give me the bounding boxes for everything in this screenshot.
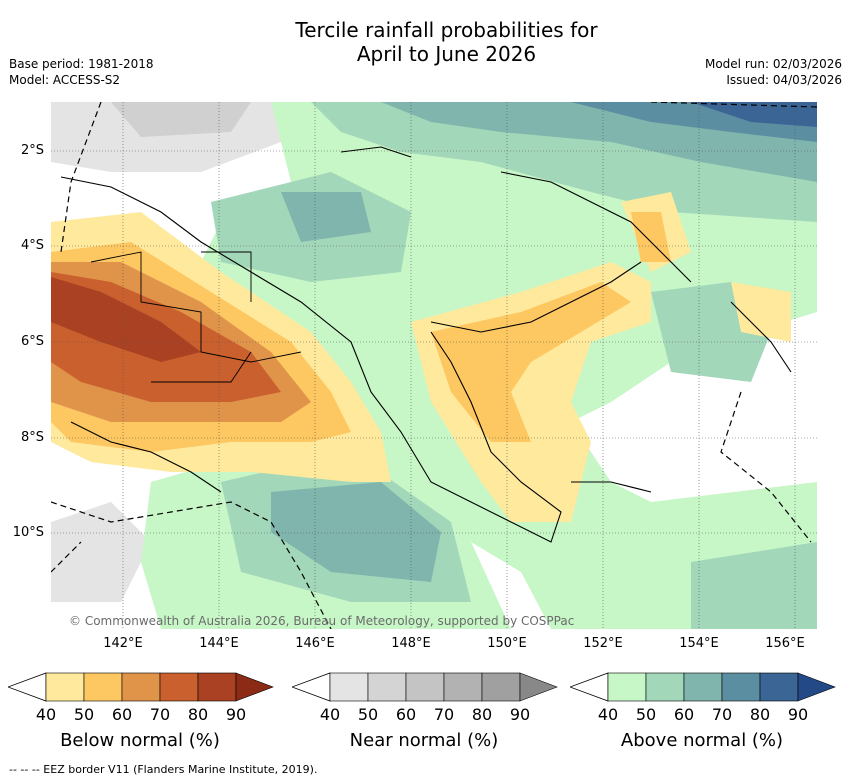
colorbar-segment [121, 672, 161, 702]
province-borders [90, 251, 302, 383]
lon-label: 154°E [679, 636, 719, 651]
colorbar-segment [367, 672, 407, 702]
lat-label: 10°S [12, 525, 44, 540]
title-line-2: April to June 2026 [356, 42, 537, 66]
colorbar-segment [721, 672, 761, 702]
near-normal-darker [111, 102, 251, 137]
issued-date: Issued: 04/03/2026 [726, 73, 842, 87]
below-normal-80 [51, 277, 201, 362]
colorbar-tick: 40 [35, 705, 57, 724]
colorbar-tick: 50 [357, 705, 379, 724]
lon-label: 144°E [199, 636, 239, 651]
colorbar-segment [607, 672, 647, 702]
meta-left: Base period: 1981-2018 Model: ACCESS-S2 [9, 56, 154, 88]
colorbar-segment [197, 672, 237, 702]
colorbar-tick: 70 [149, 705, 171, 724]
colorbar-tick: 50 [73, 705, 95, 724]
colorbar-tick: 70 [433, 705, 455, 724]
colorbar-tick: 60 [395, 705, 417, 724]
colorbar-above-normal [568, 672, 836, 706]
colorbar-tick: 60 [673, 705, 695, 724]
lat-label: 6°S [20, 334, 44, 349]
colorbar-segment [645, 672, 685, 702]
lat-label: 8°S [20, 430, 44, 445]
colorbar-tick: 80 [471, 705, 493, 724]
colorbar-below-svg [6, 672, 274, 702]
probability-map: © Commonwealth of Australia 2026, Bureau… [51, 102, 817, 629]
lon-label: 156°E [765, 636, 805, 651]
lat-label: 2°S [20, 143, 44, 158]
colorbar-near-svg [290, 672, 558, 702]
colorbar-segment [443, 672, 483, 702]
lon-label: 142°E [103, 636, 143, 651]
colorbar-label-above: Above normal (%) [620, 730, 784, 751]
eez-note: -- -- -- EEZ border V11 (Flanders Marine… [9, 763, 318, 776]
colorbar-tick: 50 [635, 705, 657, 724]
colorbar-segment [519, 672, 558, 702]
map-title: Tercile rainfall probabilities for April… [0, 18, 850, 66]
lat-label: 4°S [20, 238, 44, 253]
colorbar-tick: 80 [749, 705, 771, 724]
colorbar-label-near: Near normal (%) [349, 730, 499, 751]
colorbar-tick: 90 [509, 705, 531, 724]
colorbar-above-svg [568, 672, 836, 702]
model-run: Model run: 02/03/2026 [704, 57, 842, 71]
colorbar-tick: 80 [187, 705, 209, 724]
colorbar-tick: 40 [597, 705, 619, 724]
colorbar-tick: 90 [225, 705, 247, 724]
colorbar-segment [159, 672, 199, 702]
lon-label: 146°E [295, 636, 335, 651]
colorbar-segment [759, 672, 799, 702]
coastlines [60, 146, 792, 543]
meta-right: Model run: 02/03/2026 Issued: 04/03/2026 [705, 56, 842, 88]
colorbar-segment [83, 672, 123, 702]
title-line-1: Tercile rainfall probabilities for [295, 18, 598, 42]
above-normal-80 [691, 102, 817, 127]
colorbar-near-normal [290, 672, 558, 706]
colorbar-label-below: Below normal (%) [60, 730, 220, 751]
colorbar-tick: 70 [711, 705, 733, 724]
copyright-text: © Commonwealth of Australia 2026, Bureau… [69, 614, 574, 628]
lon-label: 148°E [391, 636, 431, 651]
colorbar-segment [481, 672, 521, 702]
colorbar-tick: 90 [787, 705, 809, 724]
gridlines [51, 102, 817, 629]
colorbar-segment [405, 672, 445, 702]
base-period: Base period: 1981-2018 [9, 57, 154, 71]
colorbar-segment [683, 672, 723, 702]
colorbar-segment [235, 672, 274, 702]
lon-label: 150°E [487, 636, 527, 651]
lon-label: 152°E [583, 636, 623, 651]
model-name: Model: ACCESS-S2 [9, 73, 121, 87]
colorbar-tick: 40 [319, 705, 341, 724]
colorbar-tick: 60 [111, 705, 133, 724]
colorbar-segment [329, 672, 369, 702]
colorbar-segment [797, 672, 836, 702]
map-svg: © Commonwealth of Australia 2026, Bureau… [51, 102, 817, 629]
eez-borders [51, 102, 817, 629]
colorbar-below-normal [6, 672, 274, 706]
colorbar-segment [45, 672, 85, 702]
